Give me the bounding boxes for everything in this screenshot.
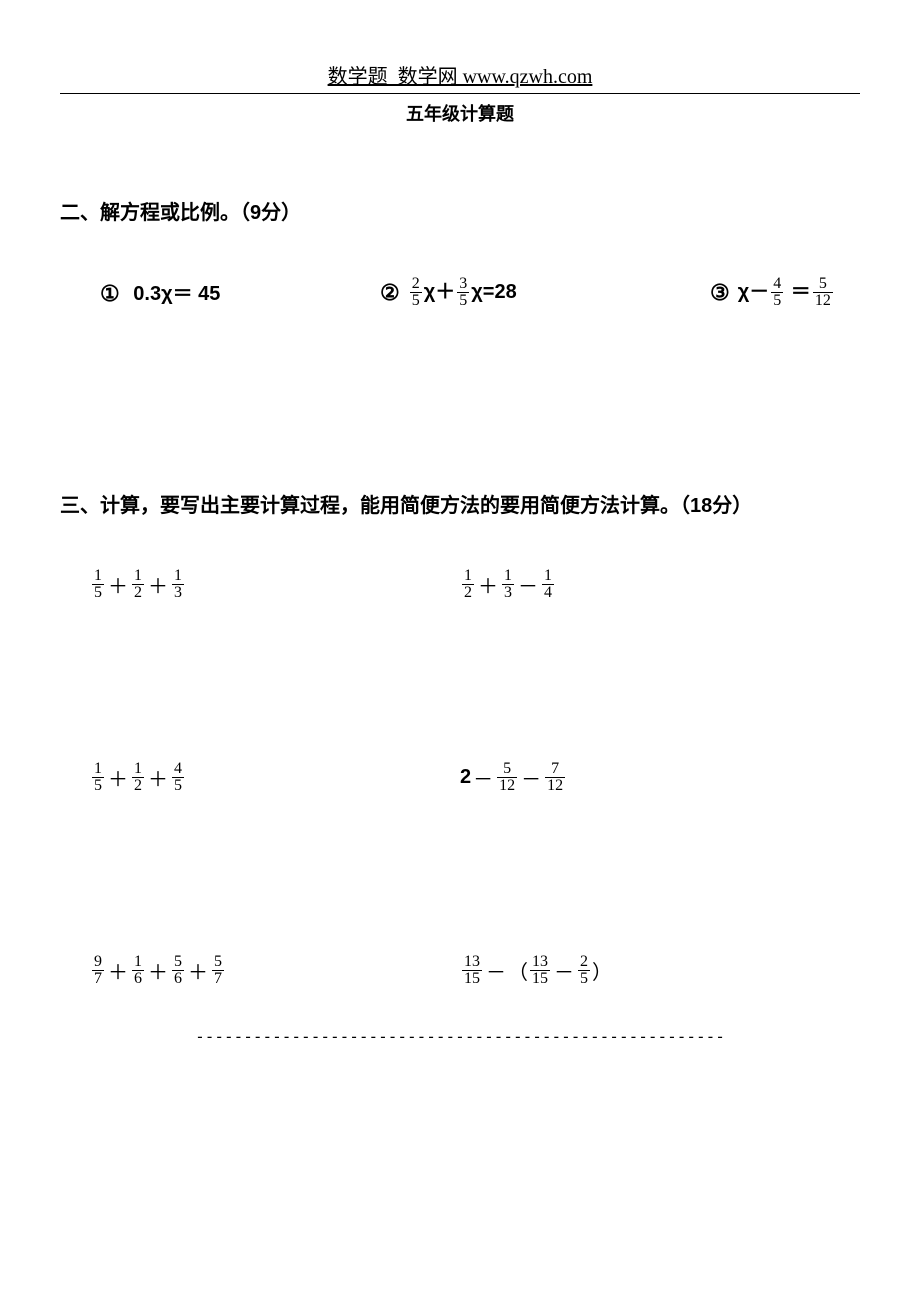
calc-row: 15＋12＋452－512－712: [90, 761, 860, 794]
integer: 2: [460, 766, 471, 789]
operator: ＋: [476, 570, 500, 599]
page: 数学题_数学网 www.qzwh.com 五年级计算题 二、解方程或比例。（9分…: [0, 0, 920, 1302]
operator: ＋: [106, 956, 130, 985]
fraction: 12: [132, 568, 144, 601]
fraction: 16: [132, 954, 144, 987]
operator: ＋: [146, 763, 170, 792]
calc-left: 97＋16＋56＋57: [90, 954, 460, 987]
eq3-lead: χ－: [738, 281, 770, 303]
fraction: 14: [542, 568, 554, 601]
fraction: 15: [92, 568, 104, 601]
eq2-tail: χ=28: [471, 281, 516, 303]
eq2-frac2: 35: [457, 276, 469, 309]
footer-dashes: ----------------------------------------…: [60, 1027, 860, 1046]
calc-row: 97＋16＋56＋571315－（1315－25）: [90, 954, 860, 987]
calc-left: 15＋12＋45: [90, 761, 460, 794]
calc-left: 15＋12＋13: [90, 568, 460, 601]
section-3-heading: 三、计算，要写出主要计算过程，能用简便方法的要用简便方法计算。（18分）: [60, 489, 860, 518]
paren-close: ）: [592, 956, 612, 985]
operator: ＋: [146, 570, 170, 599]
operator: ＋: [146, 956, 170, 985]
calc-right: 2－512－712: [460, 761, 860, 794]
fraction: 13: [172, 568, 184, 601]
header-rule: [60, 93, 860, 94]
marker-1: ①: [100, 281, 120, 307]
fraction: 12: [462, 568, 474, 601]
section-2-heading: 二、解方程或比例。（9分）: [60, 196, 860, 225]
equation-row: ① 0.3χ＝ 45 ② 25χ＋35χ=28 ③ χ－45 ＝512: [100, 275, 860, 309]
fraction: 25: [578, 954, 590, 987]
operator: －: [516, 570, 540, 599]
fraction: 57: [212, 954, 224, 987]
eq2-frac1: 25: [410, 276, 422, 309]
operator: ＋: [106, 763, 130, 792]
site-header: 数学题_数学网 www.qzwh.com: [60, 60, 860, 89]
fraction: 12: [132, 761, 144, 794]
operator: －: [471, 763, 495, 792]
operator: ＋: [106, 570, 130, 599]
fraction: 97: [92, 954, 104, 987]
eq3-mid: ＝: [785, 281, 811, 303]
operator: －: [552, 956, 576, 985]
operator: －: [519, 763, 543, 792]
fraction: 1315: [462, 954, 482, 987]
calc-block: 15＋12＋1312＋13－1415＋12＋452－512－71297＋16＋5…: [90, 568, 860, 987]
eq1-text: 0.3χ＝ 45: [133, 283, 220, 305]
paren-open: （: [508, 956, 528, 985]
equation-3: ③ χ－45 ＝512: [710, 275, 860, 309]
fraction: 512: [497, 761, 517, 794]
fraction: 13: [502, 568, 514, 601]
marker-3: ③: [710, 280, 730, 306]
eq3-frac2: 512: [813, 276, 833, 309]
calc-row: 15＋12＋1312＋13－14: [90, 568, 860, 601]
fraction: 56: [172, 954, 184, 987]
operator: －: [484, 956, 508, 985]
fraction: 45: [172, 761, 184, 794]
fraction: 1315: [530, 954, 550, 987]
operator: ＋: [186, 956, 210, 985]
equation-2: ② 25χ＋35χ=28: [380, 275, 710, 309]
fraction: 712: [545, 761, 565, 794]
page-title: 五年级计算题: [60, 100, 860, 126]
eq2-mid1: χ＋: [424, 281, 456, 303]
fraction: 15: [92, 761, 104, 794]
equation-1: ① 0.3χ＝ 45: [100, 277, 380, 308]
calc-right: 12＋13－14: [460, 568, 860, 601]
marker-2: ②: [380, 280, 400, 306]
calc-right: 1315－（1315－25）: [460, 954, 860, 987]
eq3-frac1: 45: [771, 276, 783, 309]
